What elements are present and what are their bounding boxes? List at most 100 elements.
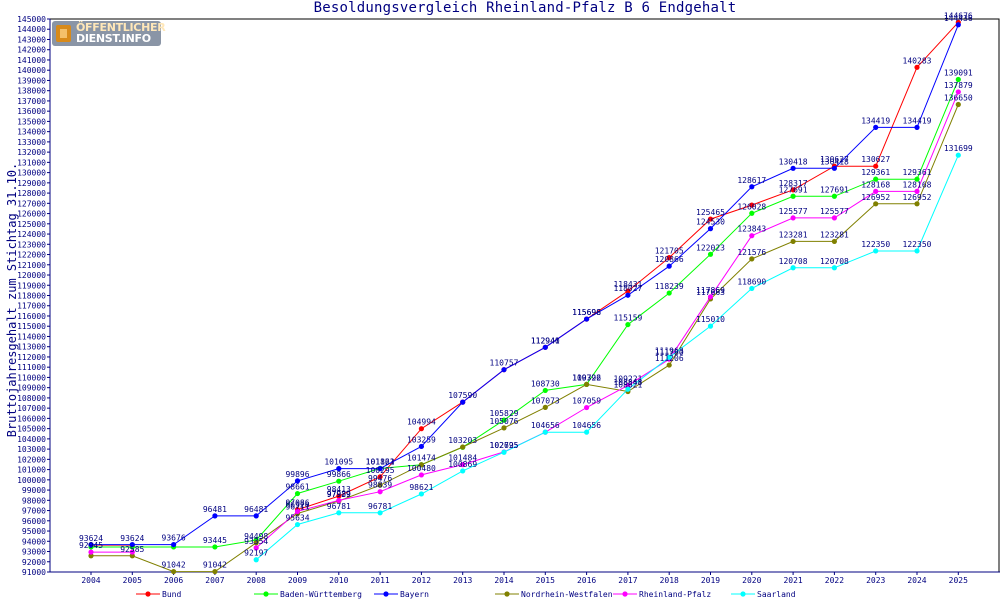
legend-marker-rheinland-pfalz: [622, 591, 628, 597]
data-point-baden-w-rttemberg: [790, 193, 796, 199]
data-label: 91042: [162, 561, 186, 570]
data-label: 96781: [327, 502, 351, 511]
data-label: 112940: [531, 336, 560, 345]
data-label: 134419: [861, 116, 890, 125]
data-label: 98661: [285, 483, 309, 492]
data-label: 120708: [779, 257, 808, 266]
data-label: 99866: [327, 470, 351, 479]
series-line-baden-w-rttemberg: [91, 79, 959, 548]
data-point-bayern: [377, 466, 383, 472]
data-label: 92585: [120, 545, 144, 554]
data-point-bund: [336, 493, 342, 499]
data-label: 130418: [779, 157, 808, 166]
data-label: 117663: [696, 288, 725, 297]
series-line-bund: [297, 21, 959, 511]
data-point-nordrhein-westfalen: [501, 425, 507, 431]
data-label: 118027: [613, 284, 642, 293]
data-point-bund: [707, 216, 714, 222]
data-point-bund: [377, 474, 383, 480]
data-label: 115696: [572, 308, 601, 317]
data-label: 117869: [696, 286, 725, 295]
y-tick-label: 145000: [17, 15, 46, 24]
data-point-nordrhein-westfalen: [418, 462, 424, 468]
legend-marker-bund: [145, 591, 151, 597]
data-point-nordrhein-westfalen: [914, 201, 920, 207]
data-label: 105076: [490, 417, 519, 426]
data-point-nordrhein-westfalen: [212, 568, 218, 575]
data-label: 93354: [244, 537, 268, 546]
data-point-saarland: [336, 510, 342, 516]
data-label: 104656: [531, 421, 560, 430]
y-tick-label: 107000: [17, 404, 46, 413]
data-label: 121705: [655, 247, 684, 256]
data-label: 129361: [861, 168, 890, 177]
y-tick-label: 133000: [17, 138, 46, 147]
data-point-rheinland-pfalz: [707, 294, 714, 300]
data-point-saarland: [501, 449, 507, 455]
y-tick-label: 116000: [17, 312, 46, 321]
data-point-bayern: [88, 541, 94, 548]
y-tick-label: 140000: [17, 66, 46, 75]
data-label: 130627: [820, 155, 849, 164]
data-label: 118239: [655, 282, 684, 291]
data-point-bayern: [914, 124, 920, 130]
data-label: 137879: [944, 81, 973, 90]
data-label: 98839: [368, 481, 392, 490]
data-point-nordrhein-westfalen: [377, 482, 383, 488]
y-tick-label: 138000: [17, 87, 46, 96]
data-label: 108730: [531, 379, 560, 388]
y-tick-label: 127000: [17, 199, 46, 208]
data-label: 108621: [613, 381, 642, 390]
y-tick-label: 108000: [17, 394, 46, 403]
x-tick-label: 2019: [701, 576, 720, 585]
data-label: 97086: [285, 499, 309, 508]
y-tick-label: 102000: [17, 455, 46, 464]
data-label: 104994: [407, 418, 436, 427]
data-label: 100480: [407, 464, 436, 473]
data-label: 98621: [409, 483, 433, 492]
data-label: 144676: [944, 11, 973, 20]
data-label: 107059: [572, 397, 601, 406]
y-tick-label: 109000: [17, 384, 46, 393]
data-label: 103259: [407, 435, 436, 444]
y-tick-label: 132000: [17, 148, 46, 157]
data-label: 144436: [944, 14, 973, 23]
data-label: 102695: [490, 441, 519, 450]
data-point-saarland: [460, 468, 466, 474]
legend-label-rheinland-pfalz: Rheinland-Pfalz: [639, 590, 711, 599]
data-label: 112941: [531, 336, 560, 345]
data-label: 123281: [779, 230, 808, 239]
data-point-nordrhein-westfalen: [666, 362, 672, 368]
data-label: 126952: [861, 193, 890, 202]
y-tick-label: 126000: [17, 210, 46, 219]
data-label: 124530: [696, 218, 725, 227]
y-tick-label: 122000: [17, 251, 46, 260]
data-point-saarland: [377, 510, 383, 516]
data-point-saarland: [955, 152, 961, 158]
y-tick-label: 144000: [17, 25, 46, 34]
legend-marker-baden-w-rttemberg: [263, 591, 269, 597]
y-tick-label: 99000: [22, 486, 46, 495]
series-line-saarland: [255, 155, 959, 561]
data-point-saarland: [873, 248, 879, 254]
data-point-nordrhein-westfalen: [460, 444, 466, 450]
data-point-nordrhein-westfalen: [831, 238, 838, 245]
data-label: 120866: [655, 255, 684, 264]
data-point-baden-w-rttemberg: [749, 210, 755, 216]
data-label: 97929: [327, 490, 351, 499]
data-label: 96920: [285, 500, 309, 509]
data-label: 131699: [944, 144, 973, 153]
y-tick-label: 97000: [22, 507, 46, 516]
y-tick-label: 96000: [22, 517, 46, 526]
y-tick-label: 143000: [17, 35, 46, 44]
x-tick-label: 2008: [247, 576, 266, 585]
data-point-rheinland-pfalz: [336, 497, 342, 504]
data-label: 96481: [244, 505, 268, 514]
data-point-bayern: [418, 443, 424, 450]
data-point-rheinland-pfalz: [294, 508, 301, 514]
data-label: 125577: [820, 207, 849, 216]
data-point-bayern: [749, 184, 755, 190]
x-tick-label: 2007: [205, 576, 224, 585]
data-label: 99476: [368, 474, 392, 483]
data-point-bund: [625, 288, 631, 294]
